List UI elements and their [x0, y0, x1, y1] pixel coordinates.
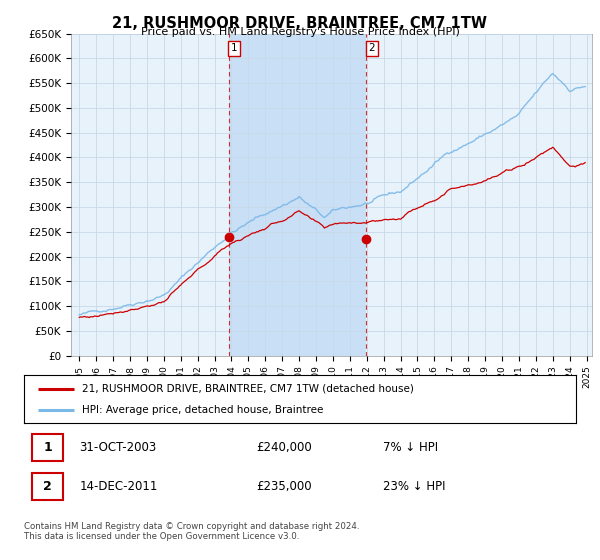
FancyBboxPatch shape: [32, 473, 62, 500]
Text: Price paid vs. HM Land Registry's House Price Index (HPI): Price paid vs. HM Land Registry's House …: [140, 27, 460, 38]
Text: 2: 2: [368, 44, 375, 53]
Text: 14-DEC-2011: 14-DEC-2011: [79, 480, 158, 493]
Text: 21, RUSHMOOR DRIVE, BRAINTREE, CM7 1TW: 21, RUSHMOOR DRIVE, BRAINTREE, CM7 1TW: [113, 16, 487, 31]
FancyBboxPatch shape: [32, 434, 62, 461]
Text: Contains HM Land Registry data © Crown copyright and database right 2024.
This d: Contains HM Land Registry data © Crown c…: [24, 522, 359, 542]
Text: 23% ↓ HPI: 23% ↓ HPI: [383, 480, 445, 493]
Text: £240,000: £240,000: [256, 441, 311, 454]
Text: 31-OCT-2003: 31-OCT-2003: [79, 441, 157, 454]
Text: £235,000: £235,000: [256, 480, 311, 493]
Bar: [229, 34, 366, 356]
Text: 7% ↓ HPI: 7% ↓ HPI: [383, 441, 438, 454]
Text: 21, RUSHMOOR DRIVE, BRAINTREE, CM7 1TW (detached house): 21, RUSHMOOR DRIVE, BRAINTREE, CM7 1TW (…: [82, 384, 414, 394]
Text: 1: 1: [231, 44, 238, 53]
Text: HPI: Average price, detached house, Braintree: HPI: Average price, detached house, Brai…: [82, 405, 323, 416]
Text: 1: 1: [43, 441, 52, 454]
Text: 2: 2: [43, 480, 52, 493]
